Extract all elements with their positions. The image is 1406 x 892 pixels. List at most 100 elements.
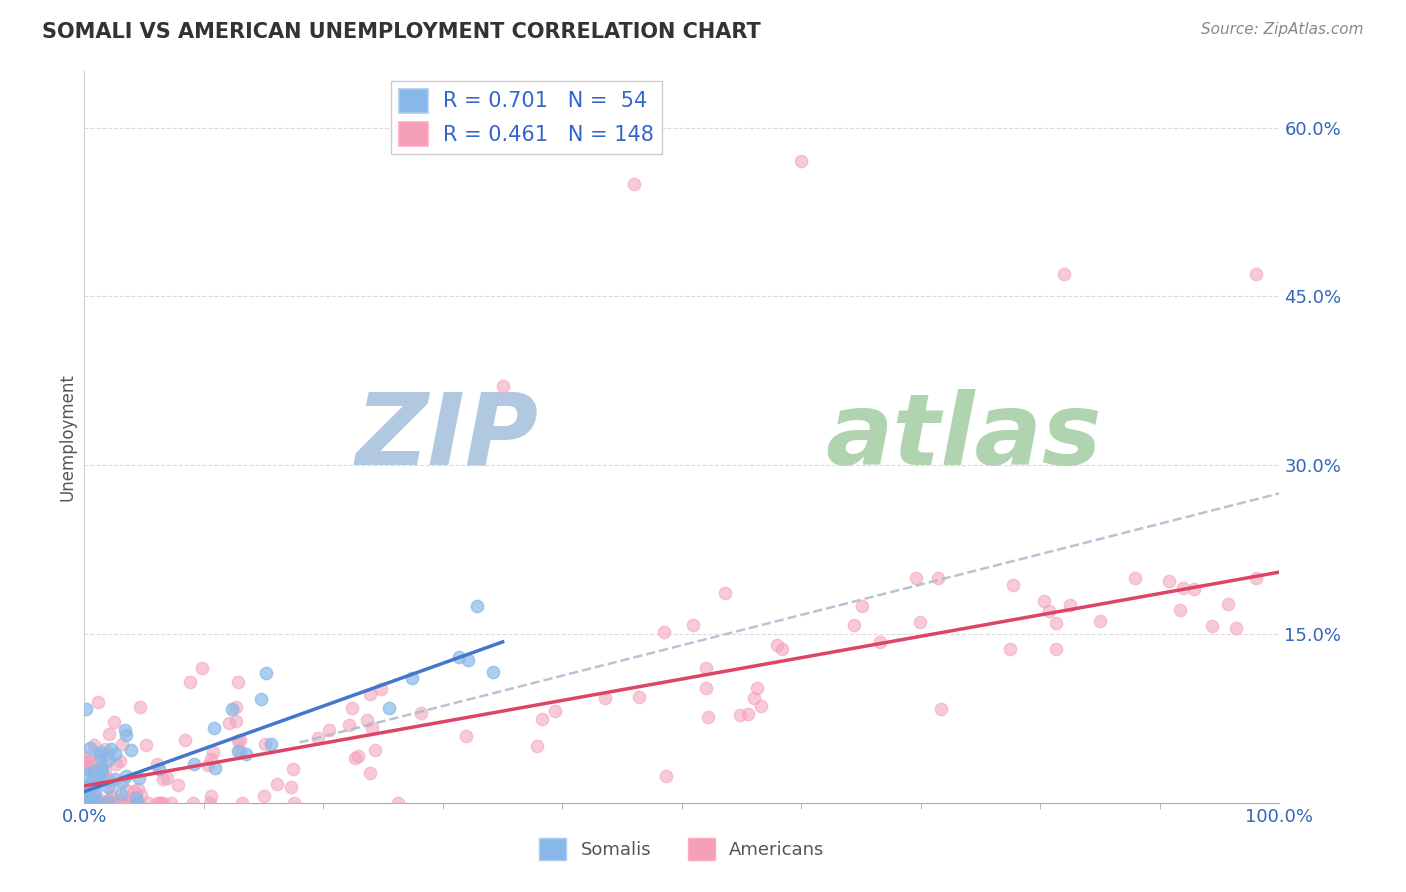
Point (100, 742, 122, 756)
Point (122, 796, 145, 810)
Point (156, 771, 179, 785)
Point (344, 750, 367, 764)
Point (145, 757, 167, 772)
Point (340, 701, 363, 715)
Point (104, 747, 127, 761)
Point (87, 774, 110, 789)
Point (204, 761, 226, 775)
Point (83, 796, 105, 810)
Point (623, 177, 645, 191)
Point (652, 625, 675, 640)
Point (728, 707, 751, 722)
Point (100, 782, 122, 797)
Point (202, 721, 225, 735)
Point (998, 642, 1021, 657)
Point (128, 700, 150, 714)
Point (1123, 571, 1146, 585)
Point (482, 665, 505, 679)
Point (101, 796, 124, 810)
Point (136, 796, 159, 810)
Point (904, 571, 927, 585)
Point (90, 760, 112, 774)
Point (87, 695, 110, 709)
Point (110, 754, 132, 768)
Point (200, 752, 222, 766)
Point (79, 741, 101, 756)
Point (83, 796, 105, 810)
Point (110, 793, 132, 807)
Point (76, 779, 98, 793)
Point (200, 796, 222, 810)
Point (174, 733, 197, 747)
Point (77, 796, 100, 810)
Point (318, 723, 340, 738)
Point (266, 777, 288, 791)
Point (117, 796, 139, 810)
Point (114, 783, 136, 797)
Point (492, 379, 515, 393)
Point (79, 790, 101, 805)
Point (250, 691, 273, 706)
Point (190, 660, 212, 674)
Point (281, 762, 304, 776)
Point (929, 702, 952, 716)
Point (280, 780, 302, 794)
Text: atlas: atlas (825, 389, 1102, 485)
Point (83, 784, 105, 798)
Point (96, 772, 118, 787)
Point (127, 782, 149, 797)
Point (89, 793, 111, 807)
Point (111, 775, 134, 789)
Point (94, 747, 117, 762)
Point (260, 737, 283, 751)
Point (75, 755, 97, 769)
Point (467, 599, 489, 614)
Point (75, 796, 97, 810)
Point (76, 796, 98, 810)
Point (75, 762, 97, 776)
Point (337, 718, 360, 732)
Point (766, 638, 789, 652)
Point (97, 727, 120, 741)
Point (869, 634, 891, 648)
Point (1225, 621, 1247, 635)
Point (530, 712, 553, 726)
Point (378, 701, 401, 715)
Point (160, 796, 183, 810)
Point (79, 785, 101, 799)
Point (121, 791, 143, 805)
Point (359, 687, 381, 701)
Point (1045, 642, 1067, 657)
Point (225, 700, 247, 714)
Point (229, 733, 252, 747)
Point (98, 796, 121, 810)
Point (84, 796, 107, 810)
Point (202, 745, 225, 759)
Point (221, 702, 243, 716)
Point (370, 682, 392, 697)
Point (125, 796, 148, 810)
Text: SOMALI VS AMERICAN UNEMPLOYMENT CORRELATION CHART: SOMALI VS AMERICAN UNEMPLOYMENT CORRELAT… (42, 22, 761, 42)
Point (356, 713, 378, 727)
Text: Source: ZipAtlas.com: Source: ZipAtlas.com (1201, 22, 1364, 37)
Point (183, 757, 205, 772)
Point (75, 794, 97, 808)
Point (790, 154, 813, 169)
Point (75, 767, 97, 781)
Point (93, 796, 115, 810)
Point (122, 784, 145, 798)
Point (97, 753, 120, 767)
Point (97, 772, 120, 787)
Point (218, 716, 240, 731)
Point (83, 738, 105, 752)
Point (226, 734, 249, 748)
Point (1244, 571, 1267, 585)
Point (1033, 594, 1056, 608)
Point (1053, 267, 1076, 281)
Point (770, 642, 793, 657)
Point (253, 789, 276, 804)
Point (200, 789, 222, 804)
Point (1045, 615, 1067, 630)
Point (125, 790, 148, 805)
Point (83, 787, 105, 801)
